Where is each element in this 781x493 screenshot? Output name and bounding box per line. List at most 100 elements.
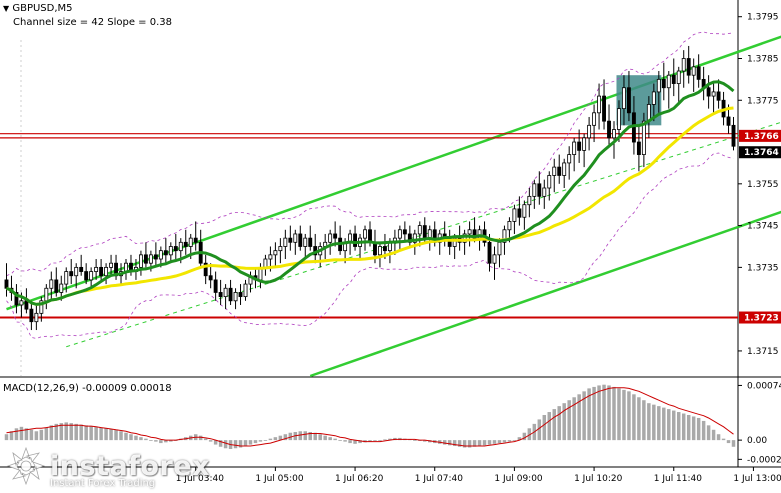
time-tick-label: 1 Jul 06:20 <box>335 474 384 484</box>
macd-bar <box>343 440 347 442</box>
candle-bear <box>333 233 338 239</box>
price-axis: 1.3795 1.3785 1.3775 1.3755 1.3745 1.3735 1.37… <box>738 13 781 357</box>
candle-bull <box>223 287 228 298</box>
candle-bull <box>676 70 681 84</box>
macd-bar <box>268 438 273 441</box>
candle-bull <box>492 254 497 264</box>
macd-bar <box>114 429 118 441</box>
candle-bull <box>651 91 656 105</box>
macd-bar <box>218 440 223 447</box>
symbol-header: ▼ GBPUSD,M5 <box>3 3 73 14</box>
candle-bear <box>208 275 213 281</box>
macd-bar <box>527 428 532 441</box>
candle-bear <box>153 254 158 260</box>
macd-bar <box>348 440 352 444</box>
time-tick-label: 1 Jul 03:40 <box>176 474 225 484</box>
candle-bull <box>397 229 402 239</box>
ma-slow-line <box>5 106 734 306</box>
candle-bear <box>557 166 562 176</box>
price-tag <box>739 129 781 142</box>
macd-bar <box>238 440 243 448</box>
symbol-title: GBPUSD,M5 <box>12 3 73 14</box>
macd-bar <box>69 423 73 441</box>
macd-bar <box>278 435 283 441</box>
candle-bear <box>716 91 721 101</box>
price-tick-label: 1.3795 <box>747 13 779 23</box>
candle-bull <box>656 78 661 93</box>
candle-bear <box>696 66 701 80</box>
macd-bar <box>482 440 487 446</box>
candle-bear <box>54 279 59 293</box>
macd-bar <box>632 394 636 441</box>
macd-bar <box>24 428 29 441</box>
macd-bar <box>726 440 731 444</box>
candle-bull <box>542 187 547 197</box>
bollinger-lower <box>6 152 734 339</box>
brand-name: instaforex <box>50 450 211 482</box>
macd-bar <box>676 412 681 441</box>
candle-bull <box>427 229 432 239</box>
candle-bull <box>512 208 517 222</box>
instaforex-logo-icon <box>6 446 46 486</box>
macd-bar <box>54 423 59 441</box>
macd-bar <box>542 415 547 441</box>
candle-bull <box>467 229 472 235</box>
macd-bar <box>642 400 646 441</box>
macd-bar <box>637 397 641 441</box>
macd-bar <box>617 388 621 441</box>
macd-bar <box>213 440 218 445</box>
candle-bear <box>353 233 358 247</box>
candle-bull <box>691 66 696 76</box>
moving-averages <box>5 80 735 306</box>
price-tag-label: 1.3764 <box>744 148 779 158</box>
candle-bear <box>69 271 74 277</box>
candle-bull <box>567 154 572 164</box>
macd-bar <box>154 440 158 442</box>
candle-bear <box>218 292 223 298</box>
candle-bear <box>84 271 89 281</box>
candle-bull <box>587 124 592 139</box>
price-tick-label: 1.3715 <box>747 347 779 357</box>
candle-bull <box>502 229 507 243</box>
macd-bar <box>99 427 103 441</box>
candle-bull <box>263 258 268 268</box>
macd-bar <box>667 409 671 441</box>
macd-bar <box>672 410 676 441</box>
price-tag <box>739 146 781 159</box>
macd-bar <box>353 440 357 444</box>
macd-bar <box>731 440 736 447</box>
candle-bull <box>168 246 173 256</box>
candle-bull <box>64 271 69 285</box>
macd-bar <box>577 394 581 441</box>
macd-bar <box>557 406 561 441</box>
macd-bar <box>517 437 522 441</box>
candle-bull <box>552 166 557 176</box>
candle-bear <box>143 254 148 264</box>
time-tick-label: 1 Jul 11:40 <box>654 474 703 484</box>
macd-bar <box>328 437 332 441</box>
macd-bar <box>537 419 542 441</box>
candle-bear <box>79 266 84 272</box>
macd-bar <box>368 440 372 442</box>
macd-bar <box>44 427 49 441</box>
bollinger-bands <box>6 31 734 339</box>
candle-bull <box>547 175 552 189</box>
macd-bar <box>14 428 19 441</box>
price-tick-label: 1.3785 <box>747 54 779 64</box>
macd-bar <box>223 440 228 449</box>
dropdown-triangle-icon[interactable]: ▼ <box>3 4 10 13</box>
macd-bar <box>119 431 123 441</box>
macd-signal-line <box>6 387 734 447</box>
macd-bar <box>338 440 342 441</box>
macd-bar <box>358 440 362 444</box>
candle-bear <box>163 250 168 256</box>
candle-bull <box>582 137 587 151</box>
macd-bar <box>248 440 253 445</box>
macd-bar <box>512 440 517 441</box>
time-tick-label: 1 Jul 09:00 <box>494 474 543 484</box>
candle-bull <box>592 112 597 126</box>
candle-bull <box>622 87 626 110</box>
macd-bar <box>313 432 317 441</box>
macd-bar <box>652 404 656 441</box>
candle-bear <box>537 183 542 197</box>
